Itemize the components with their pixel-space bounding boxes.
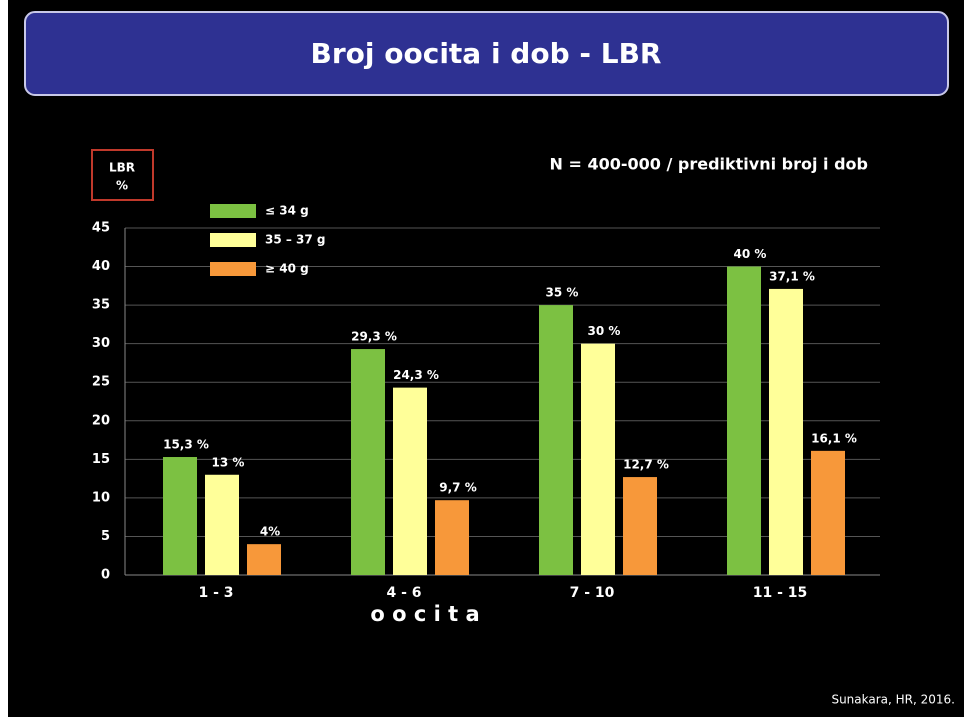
y-tick-label: 5 <box>101 529 110 544</box>
y-tick-label: 20 <box>92 413 110 428</box>
bar <box>623 477 657 575</box>
x-tick-label: 1 - 3 <box>198 585 233 601</box>
y-tick-label: 30 <box>92 336 110 351</box>
chart-title: Broj oocita i dob - LBR <box>311 37 662 70</box>
x-tick-label: 7 - 10 <box>570 585 615 601</box>
y-axis-label: % <box>116 179 128 193</box>
data-label: 24,3 % <box>393 368 439 382</box>
data-label: 30 % <box>588 324 621 338</box>
legend-label: ≤ 34 g <box>265 204 309 218</box>
data-label: 29,3 % <box>351 330 397 344</box>
data-label: 15,3 % <box>163 438 209 452</box>
bar <box>811 450 845 575</box>
y-tick-label: 10 <box>92 490 110 505</box>
y-tick-label: 25 <box>92 375 110 390</box>
y-axis-label: LBR <box>109 161 135 175</box>
data-label: 4% <box>260 525 280 539</box>
y-tick-label: 40 <box>92 259 110 274</box>
legend-swatch <box>210 262 256 276</box>
legend-swatch <box>210 233 256 247</box>
title-banner <box>24 11 949 96</box>
y-label-box <box>91 149 154 201</box>
legend-label: ≥ 40 g <box>265 262 309 276</box>
y-tick-label: 35 <box>92 298 110 313</box>
data-label: 13 % <box>212 455 245 469</box>
bar <box>539 305 573 575</box>
source: Sunakara, HR, 2016. <box>831 693 955 707</box>
bar <box>351 349 385 575</box>
subtitle: N = 400-000 / prediktivni broj i dob <box>550 155 868 174</box>
y-tick-label: 0 <box>101 568 110 583</box>
y-tick-label: 45 <box>92 221 110 236</box>
x-axis-label: o o c i t a <box>370 602 479 626</box>
bar <box>163 457 197 575</box>
legend-label: 35 – 37 g <box>265 233 326 247</box>
data-label: 16,1 % <box>811 431 857 445</box>
bar <box>769 288 803 575</box>
legend-swatch <box>210 204 256 218</box>
x-tick-label: 11 - 15 <box>753 585 808 601</box>
data-label: 9,7 % <box>439 481 476 495</box>
bar <box>727 266 761 575</box>
data-label: 35 % <box>546 286 579 300</box>
bar <box>581 343 615 575</box>
slide-background <box>8 0 964 717</box>
bar <box>247 544 281 575</box>
bar <box>205 474 239 575</box>
data-label: 37,1 % <box>769 269 815 283</box>
bar <box>435 500 469 575</box>
bar <box>393 387 427 575</box>
y-tick-label: 15 <box>92 452 110 467</box>
data-label: 40 % <box>734 247 767 261</box>
data-label: 12,7 % <box>623 458 669 472</box>
x-tick-label: 4 - 6 <box>386 585 421 601</box>
